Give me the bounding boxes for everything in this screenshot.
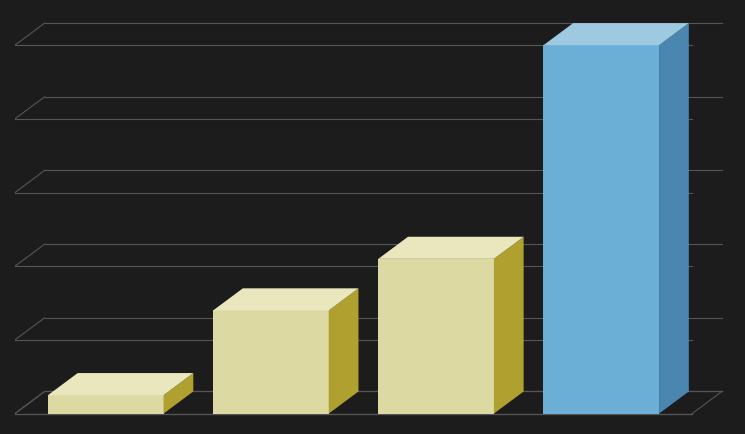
- Polygon shape: [48, 395, 164, 414]
- Polygon shape: [543, 46, 659, 414]
- Polygon shape: [213, 311, 329, 414]
- Polygon shape: [378, 259, 494, 414]
- Polygon shape: [48, 373, 193, 395]
- Polygon shape: [164, 373, 193, 414]
- Polygon shape: [543, 24, 689, 46]
- Polygon shape: [378, 237, 524, 259]
- Polygon shape: [213, 289, 358, 311]
- Polygon shape: [659, 24, 689, 414]
- Polygon shape: [494, 237, 524, 414]
- Polygon shape: [329, 289, 358, 414]
